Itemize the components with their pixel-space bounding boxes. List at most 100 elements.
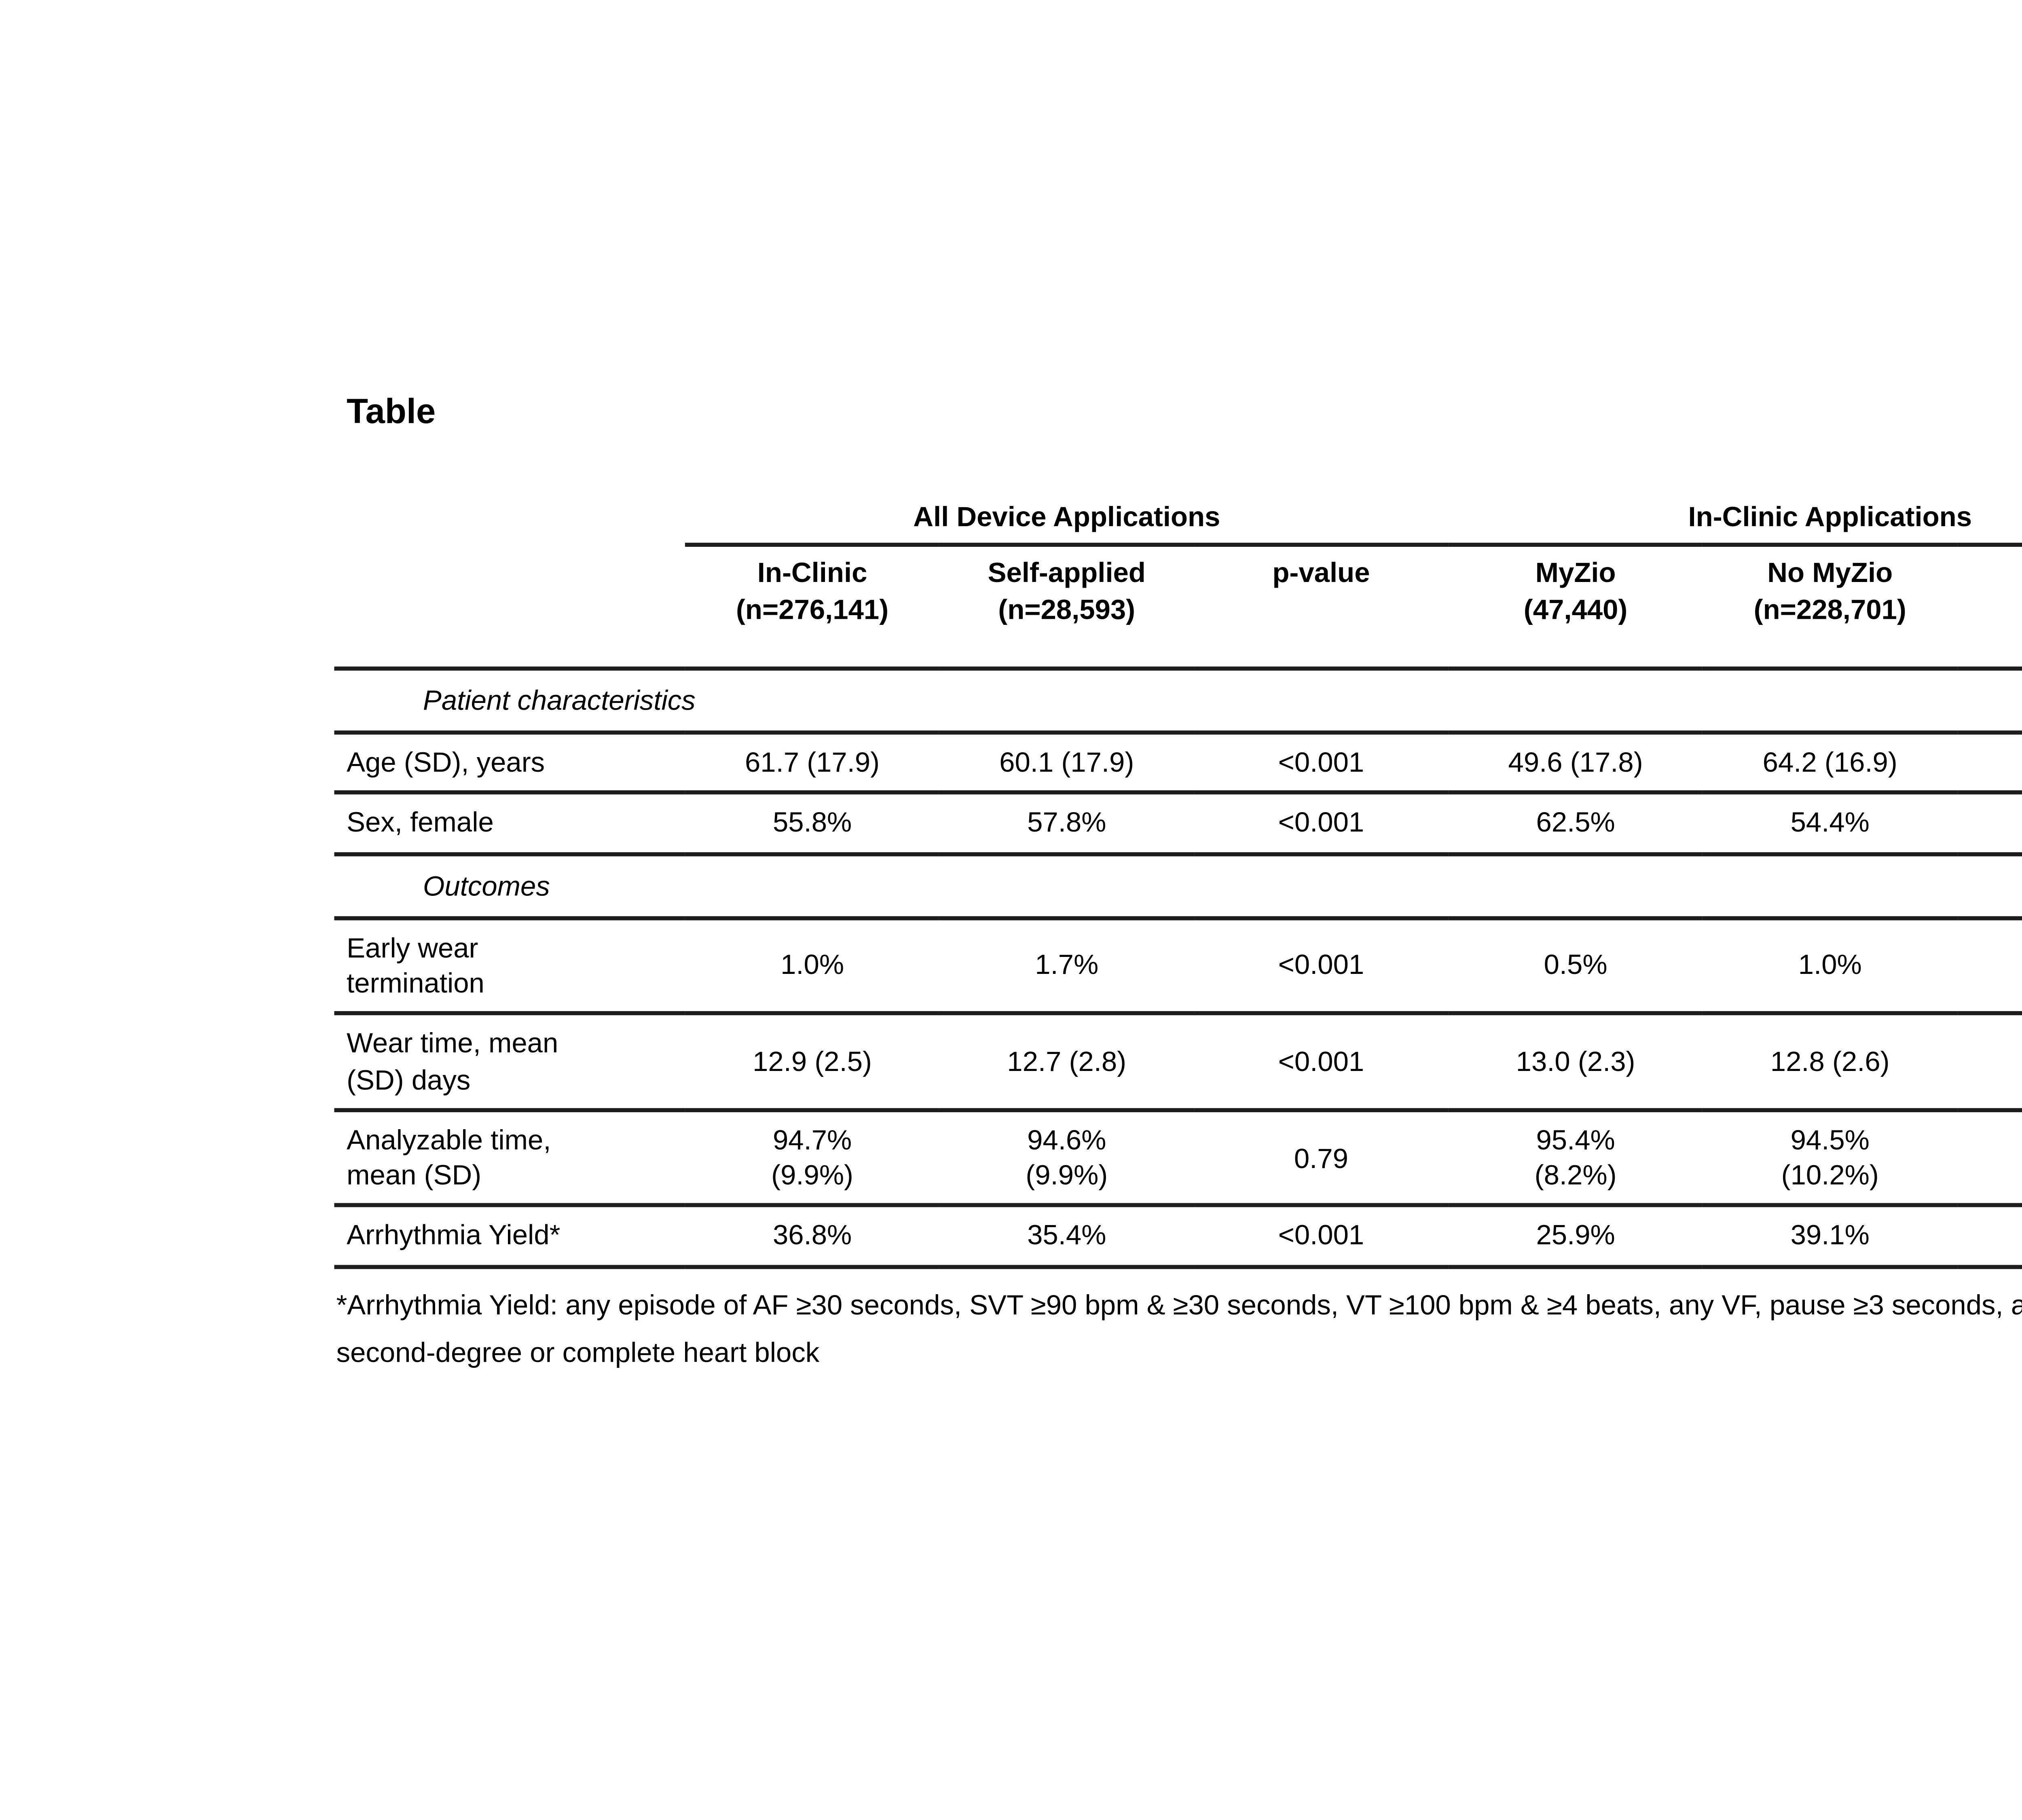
row-label: Early wear termination	[334, 918, 685, 1016]
table-row: Analyzable time, mean (SD) 94.7% (9.9%) 94.6…	[334, 1110, 2022, 1208]
value-line: 25.9%	[1536, 1220, 1615, 1252]
row-label-line: Age (SD), years	[347, 747, 545, 778]
value-line: <0.001	[1278, 1046, 1364, 1077]
value-cell: 64.2 (16.9)	[1703, 732, 1957, 796]
value-line: <0.001	[1961, 1219, 2022, 1254]
group-header-row: All Device Applications In-Clinic Applica…	[334, 495, 2022, 548]
value-cell: <0.001	[1194, 732, 1449, 796]
column-header-line: In-Clinic	[757, 557, 867, 589]
group-header: In-Clinic Applications	[1448, 495, 2022, 548]
value-cell: 0.5%	[1448, 918, 1703, 1016]
value-cell: 12.9 (2.5)	[685, 1014, 940, 1112]
column-header: In-Clinic (n=276,141)	[685, 545, 940, 671]
column-header-row: In-Clinic (n=276,141) Self-applied (n=28,59…	[334, 545, 2022, 671]
value-line: 13.0 (2.3)	[1516, 1046, 1635, 1077]
section-row: Outcomes	[334, 853, 2022, 920]
section-row: Patient characteristics	[334, 668, 2022, 735]
value-line: 94.5%	[1790, 1124, 1870, 1155]
value-line: 55.8%	[772, 807, 852, 839]
value-cell: <0.001	[1957, 1206, 2022, 1269]
value-cell: <0.001	[1194, 793, 1449, 856]
column-header-line: (47,440)	[1523, 593, 1628, 624]
value-cell: 1.0%	[685, 918, 940, 1016]
row-label-line: (SD) days	[347, 1064, 471, 1095]
table-row: Arrhythmia Yield* 36.8% 35.4% <0.001 25.9% 39…	[334, 1206, 2022, 1269]
value-line: 39.1%	[1790, 1220, 1870, 1252]
footnote-line: second-degree or complete heart block	[336, 1337, 820, 1369]
row-label-line: Arrhythmia Yield*	[347, 1220, 560, 1252]
value-line: 61.7 (17.9)	[745, 747, 880, 778]
value-line: 1.0%	[1798, 950, 1862, 981]
value-cell: 57.8%	[939, 793, 1194, 856]
row-label: Analyzable time, mean (SD)	[334, 1110, 685, 1208]
value-cell: 36.8%	[685, 1206, 940, 1269]
column-header-line: (n=28,593)	[998, 593, 1136, 624]
value-cell: 94.7% (9.9%)	[685, 1110, 940, 1208]
column-header-line: No MyZio	[1767, 557, 1893, 589]
value-line: <0.001	[1961, 1044, 2022, 1080]
value-line: 64.2 (16.9)	[1762, 747, 1897, 778]
value-line: 12.8 (2.6)	[1770, 1046, 1890, 1077]
value-cell: <0.001	[1957, 793, 2022, 856]
table-footnote: *Arrhythmia Yield: any episode of AF ≥30…	[336, 1281, 2022, 1377]
value-line: 54.4%	[1790, 807, 1870, 839]
table-row: Early wear termination 1.0% 1.7% <0.001 0.5% 1…	[334, 918, 2022, 1016]
value-line: 94.6%	[1027, 1124, 1106, 1155]
value-cell: <0.001	[1194, 1014, 1449, 1112]
column-header-line: p-value	[1957, 556, 2022, 591]
row-label: Age (SD), years	[334, 732, 685, 796]
value-line: 62.5%	[1536, 807, 1615, 839]
value-cell: 54.4%	[1703, 793, 1957, 856]
value-cell: 13.0 (2.3)	[1448, 1014, 1703, 1112]
corner-cell	[334, 495, 685, 545]
value-cell: 35.4%	[939, 1206, 1194, 1269]
value-cell: <0.001	[1957, 732, 2022, 796]
value-cell: 55.8%	[685, 793, 940, 856]
value-line: 12.9 (2.5)	[753, 1046, 872, 1077]
value-line: <0.001	[1278, 747, 1364, 778]
value-cell: <0.001	[1957, 918, 2022, 1016]
corner-cell	[334, 545, 685, 671]
column-header: p-value	[1194, 545, 1449, 671]
value-cell: 1.7%	[939, 918, 1194, 1016]
row-label-line: Analyzable time,	[347, 1124, 551, 1155]
value-cell: <0.001	[1194, 918, 1449, 1016]
value-line: 1.7%	[1035, 950, 1099, 981]
row-label-line: termination	[347, 968, 484, 999]
value-line: 0.5%	[1544, 950, 1607, 981]
column-header: p-value	[1957, 545, 2022, 671]
value-line: 57.8%	[1027, 807, 1106, 839]
value-cell: <0.001	[1957, 1110, 2022, 1208]
statistics-table: All Device Applications In-Clinic Applica…	[334, 495, 2022, 1269]
value-line: <0.001	[1961, 805, 2022, 841]
value-line: 95.4%	[1536, 1124, 1615, 1155]
table-row: Age (SD), years 61.7 (17.9) 60.1 (17.9) <0.…	[334, 732, 2022, 796]
value-cell: <0.001	[1957, 1014, 2022, 1112]
value-line: 0.79	[1294, 1142, 1348, 1173]
row-label: Wear time, mean (SD) days	[334, 1014, 685, 1112]
value-cell: 94.6% (9.9%)	[939, 1110, 1194, 1208]
column-header: Self-applied (n=28,593)	[939, 545, 1194, 671]
value-cell: 12.7 (2.8)	[939, 1014, 1194, 1112]
row-label: Arrhythmia Yield*	[334, 1206, 685, 1269]
value-cell: 12.8 (2.6)	[1703, 1014, 1957, 1112]
column-header-line: p-value	[1272, 557, 1370, 589]
row-label-line: Early wear	[347, 932, 478, 963]
value-line: <0.001	[1278, 1220, 1364, 1252]
row-label: Sex, female	[334, 793, 685, 856]
value-cell: 1.0%	[1703, 918, 1957, 1016]
column-header-line: (n=276,141)	[736, 593, 889, 624]
value-cell: 49.6 (17.8)	[1448, 732, 1703, 796]
column-header-line: MyZio	[1535, 557, 1616, 589]
value-cell: 62.5%	[1448, 793, 1703, 856]
value-line: 94.7%	[772, 1124, 852, 1155]
value-line: (9.9%)	[1026, 1160, 1108, 1191]
value-line: <0.001	[1961, 948, 2022, 984]
value-line: 12.7 (2.8)	[1007, 1046, 1127, 1077]
value-line: 49.6 (17.8)	[1508, 747, 1643, 778]
value-cell: 95.4% (8.2%)	[1448, 1110, 1703, 1208]
value-line: <0.001	[1278, 807, 1364, 839]
group-header: All Device Applications	[685, 495, 1449, 548]
